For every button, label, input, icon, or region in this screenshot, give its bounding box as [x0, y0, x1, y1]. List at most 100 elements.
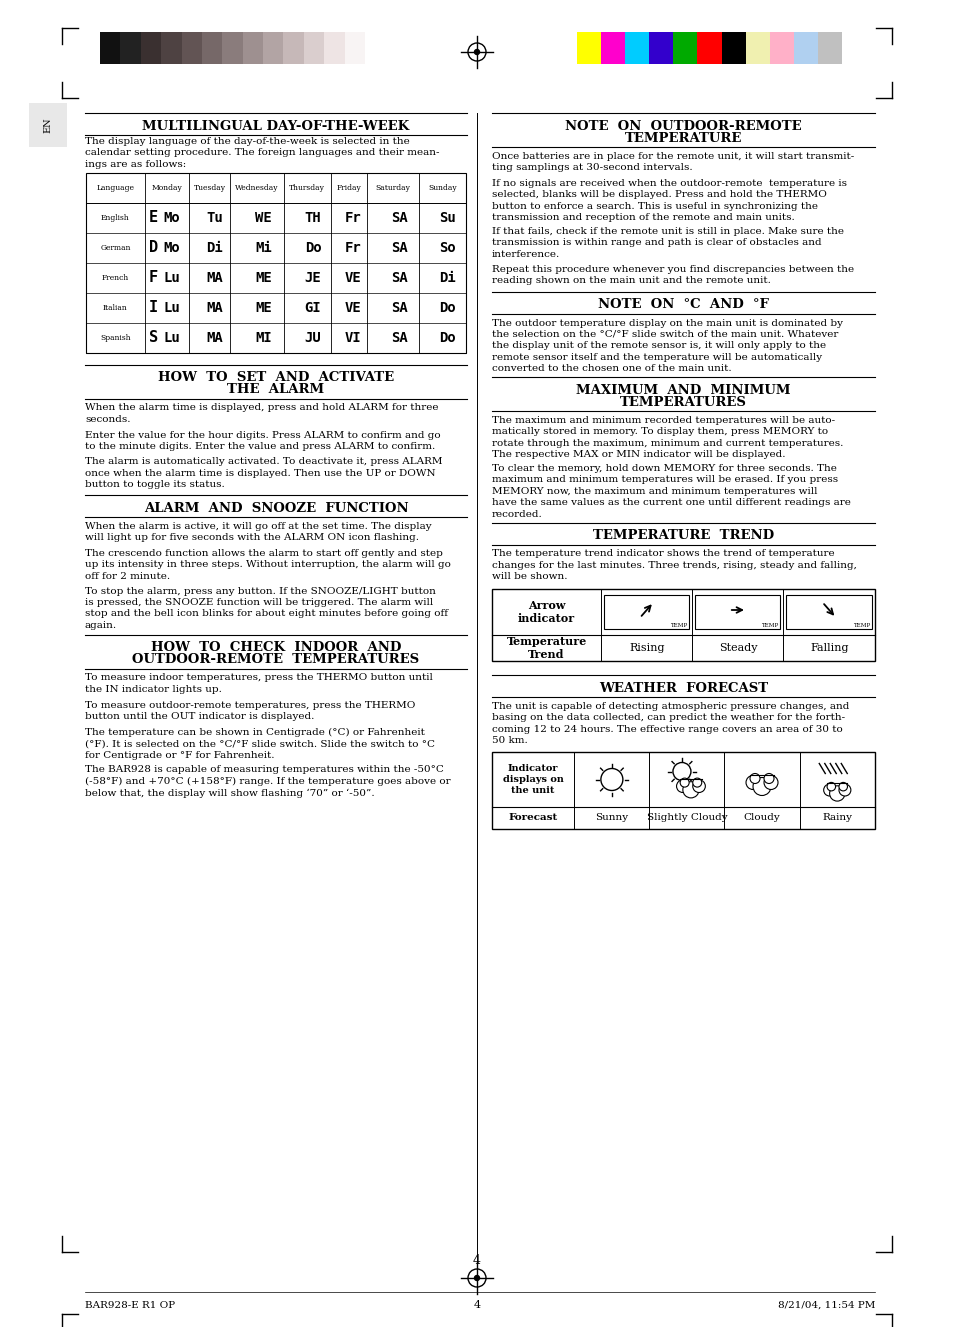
Text: French: French	[102, 273, 129, 281]
Text: TEMPERATURES: TEMPERATURES	[619, 395, 746, 409]
Text: The crescendo function allows the alarm to start off gently and step
up its inte: The crescendo function allows the alarm …	[85, 549, 451, 581]
Text: Italian: Italian	[103, 304, 128, 312]
Text: Spanish: Spanish	[100, 333, 131, 341]
Text: Fr: Fr	[345, 240, 361, 255]
Text: ALARM  AND  SNOOZE  FUNCTION: ALARM AND SNOOZE FUNCTION	[144, 502, 408, 515]
Text: Rainy: Rainy	[821, 813, 851, 823]
Circle shape	[474, 1275, 479, 1281]
Bar	[769, 32, 793, 64]
Bar	[120, 32, 141, 64]
Text: To clear the memory, hold down MEMORY for three seconds. The
maximum and minimum: To clear the memory, hold down MEMORY fo…	[492, 464, 850, 519]
Bar	[745, 776, 778, 783]
Text: Monday: Monday	[152, 183, 182, 191]
Text: Tu: Tu	[206, 211, 223, 224]
Text: The outdoor temperature display on the main unit is dominated by
the selection o: The outdoor temperature display on the m…	[492, 318, 842, 373]
Bar	[822, 786, 850, 791]
Circle shape	[829, 786, 844, 802]
Circle shape	[676, 780, 688, 792]
Text: Saturday: Saturday	[375, 183, 410, 191]
Circle shape	[752, 778, 770, 795]
Circle shape	[692, 780, 704, 792]
Text: TEMP: TEMP	[760, 622, 778, 628]
Text: Thursday: Thursday	[289, 183, 325, 191]
Text: Su: Su	[439, 211, 456, 224]
Text: SA: SA	[390, 271, 407, 284]
Bar	[141, 32, 161, 64]
Text: HOW  TO  SET  AND  ACTIVATE: HOW TO SET AND ACTIVATE	[158, 372, 394, 384]
Text: TH: TH	[304, 211, 321, 224]
Text: NOTE  ON  °C  AND  °F: NOTE ON °C AND °F	[598, 299, 768, 311]
Text: MA: MA	[206, 330, 223, 345]
Text: TEMP: TEMP	[669, 622, 686, 628]
Circle shape	[749, 774, 760, 783]
Text: Steady: Steady	[718, 644, 757, 653]
Bar	[673, 32, 697, 64]
Text: MAXIMUM  AND  MINIMUM: MAXIMUM AND MINIMUM	[576, 384, 790, 397]
Text: Falling: Falling	[809, 644, 847, 653]
Text: To measure outdoor-remote temperatures, press the THERMO
button until the OUT in: To measure outdoor-remote temperatures, …	[85, 701, 415, 721]
Text: D: D	[149, 240, 158, 255]
Bar	[492, 589, 874, 661]
Text: THE  ALARM: THE ALARM	[227, 384, 324, 395]
Text: EN: EN	[44, 117, 52, 133]
Bar	[720, 32, 745, 64]
Text: The display language of the day-of-the-week is selected in the
calendar setting : The display language of the day-of-the-w…	[85, 137, 439, 169]
Text: Mo: Mo	[164, 240, 180, 255]
Text: TEMP: TEMP	[852, 622, 869, 628]
Text: E: E	[149, 210, 158, 226]
Text: The temperature trend indicator shows the trend of temperature
changes for the l: The temperature trend indicator shows th…	[492, 549, 856, 581]
Bar	[263, 32, 283, 64]
Text: If no signals are received when the outdoor-remote  temperature is
selected, bla: If no signals are received when the outd…	[492, 179, 846, 223]
Text: Sunday: Sunday	[428, 183, 456, 191]
Text: Friday: Friday	[336, 183, 361, 191]
Bar	[324, 32, 344, 64]
Text: Do: Do	[439, 300, 456, 314]
Text: F: F	[149, 269, 158, 285]
Text: The temperature can be shown in Centigrade (°C) or Fahrenheit
(°F). It is select: The temperature can be shown in Centigra…	[85, 727, 435, 759]
Bar	[202, 32, 222, 64]
Text: ME: ME	[254, 300, 272, 314]
Text: VI: VI	[345, 330, 361, 345]
Text: SA: SA	[390, 330, 407, 345]
Text: 4: 4	[473, 1300, 480, 1310]
Text: If that fails, check if the remote unit is still in place. Make sure the
transmi: If that fails, check if the remote unit …	[492, 227, 843, 259]
Circle shape	[838, 783, 846, 791]
Circle shape	[838, 784, 850, 796]
Circle shape	[692, 778, 701, 787]
Text: ME: ME	[254, 271, 272, 284]
Circle shape	[745, 775, 760, 790]
Text: Cloudy: Cloudy	[742, 813, 780, 823]
Text: 8/21/04, 11:54 PM: 8/21/04, 11:54 PM	[777, 1300, 874, 1310]
Text: Repeat this procedure whenever you find discrepancies between the
reading shown : Repeat this procedure whenever you find …	[492, 264, 853, 285]
Circle shape	[474, 49, 479, 54]
Text: Tuesday: Tuesday	[193, 183, 225, 191]
Bar	[600, 32, 624, 64]
Text: NOTE  ON  OUTDOOR-REMOTE: NOTE ON OUTDOOR-REMOTE	[564, 119, 801, 133]
Circle shape	[679, 778, 688, 787]
Text: Di: Di	[206, 240, 223, 255]
Text: Wednesday: Wednesday	[235, 183, 278, 191]
Text: The maximum and minimum recorded temperatures will be auto-
matically stored in : The maximum and minimum recorded tempera…	[492, 415, 842, 459]
Bar	[676, 780, 704, 787]
Circle shape	[763, 775, 778, 790]
Text: So: So	[439, 240, 456, 255]
Text: Lu: Lu	[164, 300, 180, 314]
Text: I: I	[149, 300, 158, 314]
Text: SA: SA	[390, 300, 407, 314]
Bar	[344, 32, 365, 64]
Bar	[817, 32, 841, 64]
Text: Language: Language	[96, 183, 134, 191]
Text: HOW  TO  CHECK  INDOOR  AND: HOW TO CHECK INDOOR AND	[151, 641, 401, 654]
Circle shape	[763, 774, 773, 783]
Text: JU: JU	[304, 330, 321, 345]
Text: S: S	[149, 330, 158, 345]
Bar	[100, 32, 120, 64]
Text: MI: MI	[254, 330, 272, 345]
Bar	[492, 752, 874, 829]
Text: Sunny: Sunny	[595, 813, 628, 823]
Bar	[577, 32, 600, 64]
Bar	[86, 173, 465, 353]
Text: To measure indoor temperatures, press the THERMO button until
the IN indicator l: To measure indoor temperatures, press th…	[85, 674, 433, 694]
Text: When the alarm time is displayed, press and hold ALARM for three
seconds.: When the alarm time is displayed, press …	[85, 403, 438, 423]
Text: Fr: Fr	[345, 211, 361, 224]
